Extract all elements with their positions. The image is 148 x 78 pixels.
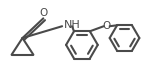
Text: O: O — [39, 8, 47, 18]
Text: O: O — [103, 21, 111, 31]
Text: NH: NH — [64, 20, 81, 30]
